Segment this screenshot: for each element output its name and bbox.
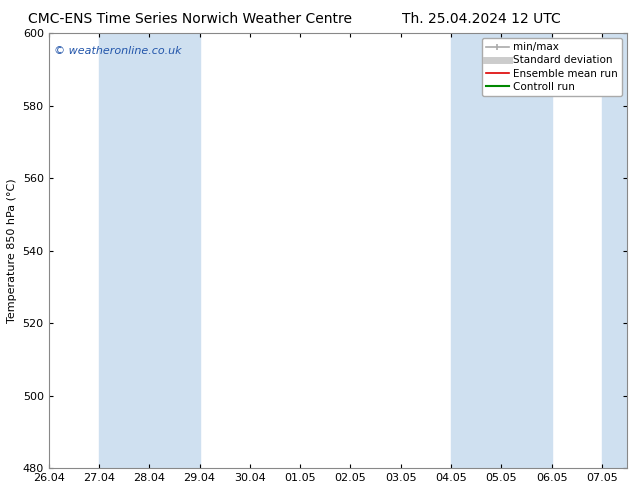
Bar [99, 33, 200, 468]
Text: CMC-ENS Time Series Norwich Weather Centre: CMC-ENS Time Series Norwich Weather Cent… [28, 12, 353, 26]
Bar [602, 33, 627, 468]
Bar [451, 33, 552, 468]
Text: Th. 25.04.2024 12 UTC: Th. 25.04.2024 12 UTC [403, 12, 561, 26]
Text: © weatheronline.co.uk: © weatheronline.co.uk [55, 46, 182, 56]
Legend: min/max, Standard deviation, Ensemble mean run, Controll run: min/max, Standard deviation, Ensemble me… [482, 38, 622, 96]
Y-axis label: Temperature 850 hPa (°C): Temperature 850 hPa (°C) [7, 178, 17, 323]
